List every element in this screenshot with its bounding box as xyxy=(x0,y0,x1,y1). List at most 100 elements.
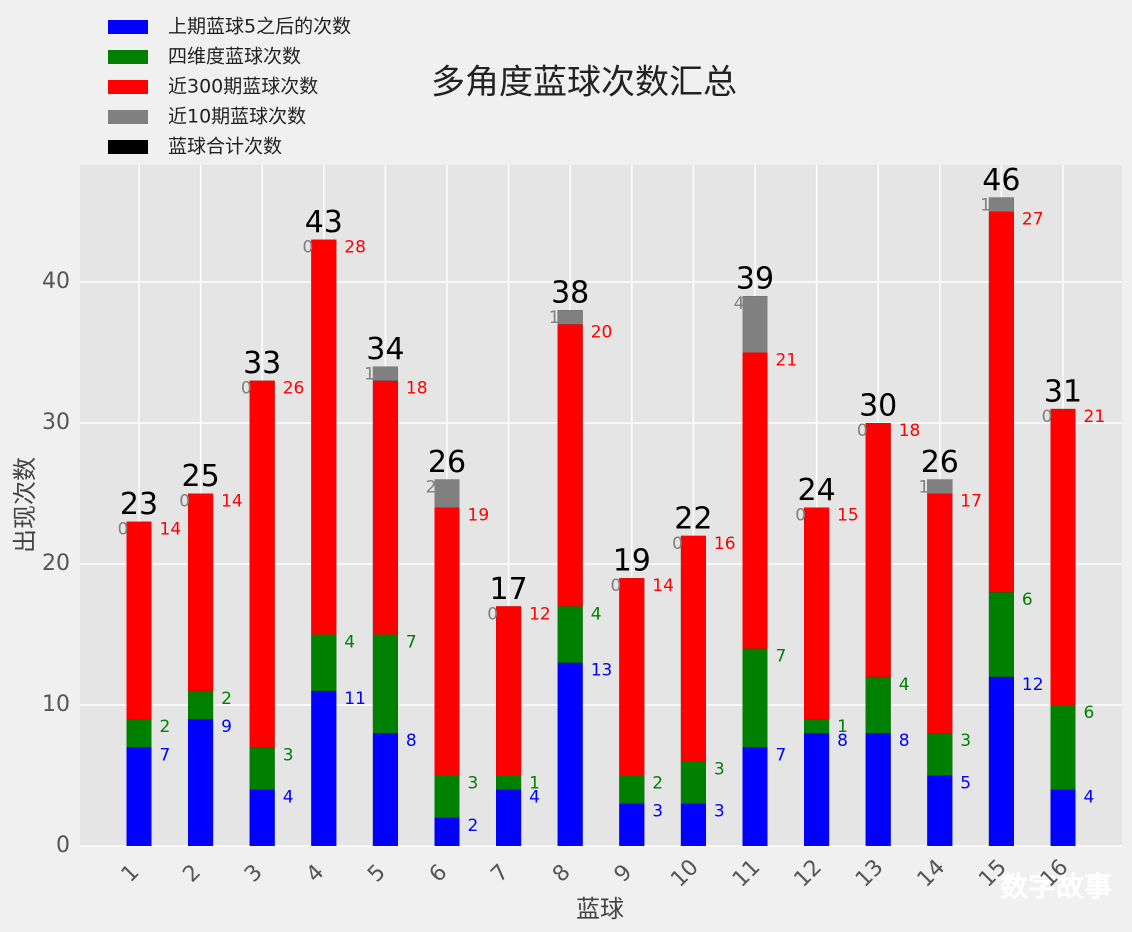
data-label: 7 xyxy=(776,647,787,667)
data-label: 0 xyxy=(795,506,806,526)
bar xyxy=(249,380,275,748)
data-label: 2 xyxy=(426,477,437,497)
total-label: 34 xyxy=(366,332,404,367)
total-label: 26 xyxy=(428,445,466,480)
bar xyxy=(496,789,522,846)
data-label: 0 xyxy=(118,520,129,540)
bar xyxy=(1050,789,1076,846)
bar xyxy=(434,775,460,818)
data-label: 14 xyxy=(160,520,182,540)
x-tick-label: 9 xyxy=(610,860,638,888)
bar xyxy=(927,733,953,776)
data-label: 4 xyxy=(283,788,294,808)
data-label: 27 xyxy=(1022,210,1044,230)
data-label: 4 xyxy=(734,294,745,314)
data-label: 13 xyxy=(591,661,613,681)
data-label: 9 xyxy=(221,717,232,737)
data-label: 8 xyxy=(837,731,848,751)
data-label: 2 xyxy=(221,689,232,709)
bar xyxy=(927,479,953,494)
bar xyxy=(680,761,706,804)
data-label: 7 xyxy=(776,745,787,765)
data-label: 0 xyxy=(179,492,190,512)
total-label: 17 xyxy=(490,572,528,607)
x-axis-label: 蓝球 xyxy=(576,895,624,923)
bar xyxy=(126,719,152,748)
legend-label: 近300期蓝球次数 xyxy=(168,76,318,98)
data-label: 18 xyxy=(899,421,921,441)
chart-title: 多角度蓝球次数汇总 xyxy=(431,63,737,103)
data-label: 3 xyxy=(468,774,479,794)
data-label: 3 xyxy=(714,759,725,779)
data-label: 21 xyxy=(1084,407,1106,427)
data-label: 8 xyxy=(899,731,910,751)
bar xyxy=(311,634,337,691)
data-label: 6 xyxy=(1022,590,1033,610)
x-tick-label: 6 xyxy=(425,860,453,888)
data-label: 4 xyxy=(344,633,355,653)
bar xyxy=(311,239,337,635)
bar xyxy=(557,606,583,663)
data-label: 18 xyxy=(406,379,428,399)
data-label: 12 xyxy=(1022,675,1044,695)
total-label: 33 xyxy=(243,346,281,381)
data-label: 2 xyxy=(468,816,479,836)
legend-swatch xyxy=(108,20,148,34)
bar xyxy=(988,592,1014,677)
bar xyxy=(311,690,337,846)
total-label: 23 xyxy=(120,487,158,522)
data-label: 0 xyxy=(487,604,498,624)
bar xyxy=(927,775,953,846)
data-label: 14 xyxy=(221,492,243,512)
legend-swatch xyxy=(108,50,148,64)
bar xyxy=(742,648,768,748)
total-label: 24 xyxy=(798,473,836,508)
bar xyxy=(742,352,768,649)
data-label: 1 xyxy=(364,365,375,385)
bar xyxy=(742,747,768,846)
y-axis-label: 出现次数 xyxy=(11,457,39,553)
y-tick-label: 0 xyxy=(56,833,70,858)
data-label: 0 xyxy=(610,576,621,596)
data-label: 3 xyxy=(652,802,663,822)
bar xyxy=(927,493,953,734)
x-tick-label: 13 xyxy=(851,855,888,892)
total-label: 46 xyxy=(982,163,1020,198)
data-label: 14 xyxy=(652,576,674,596)
x-tick-label: 3 xyxy=(240,860,268,888)
data-label: 1 xyxy=(549,308,560,328)
x-tick-label: 7 xyxy=(486,860,514,888)
total-label: 19 xyxy=(613,544,651,579)
bar xyxy=(988,197,1014,212)
data-label: 15 xyxy=(837,506,859,526)
bar xyxy=(680,535,706,762)
bar xyxy=(557,324,583,607)
data-label: 0 xyxy=(302,238,313,258)
data-label: 7 xyxy=(160,745,171,765)
bar xyxy=(372,366,398,381)
bar xyxy=(619,578,645,776)
data-label: 1 xyxy=(918,477,929,497)
data-label: 3 xyxy=(960,731,971,751)
total-label: 31 xyxy=(1044,374,1082,409)
bar xyxy=(619,775,645,804)
data-label: 28 xyxy=(344,238,366,258)
data-label: 0 xyxy=(672,534,683,554)
bar xyxy=(804,507,830,720)
data-label: 26 xyxy=(283,379,305,399)
total-label: 39 xyxy=(736,262,774,297)
data-label: 5 xyxy=(960,774,971,794)
bar xyxy=(126,747,152,846)
bar xyxy=(557,310,583,325)
legend-swatch xyxy=(108,80,148,94)
data-label: 19 xyxy=(468,506,490,526)
x-tick-label: 11 xyxy=(728,855,765,892)
x-tick-label: 14 xyxy=(913,855,950,892)
legend-label: 近10期蓝球次数 xyxy=(168,106,306,128)
data-label: 21 xyxy=(776,351,798,371)
bar xyxy=(434,479,460,508)
bar xyxy=(680,803,706,846)
data-label: 6 xyxy=(1084,703,1095,723)
total-label: 26 xyxy=(921,445,959,480)
bar xyxy=(988,676,1014,846)
